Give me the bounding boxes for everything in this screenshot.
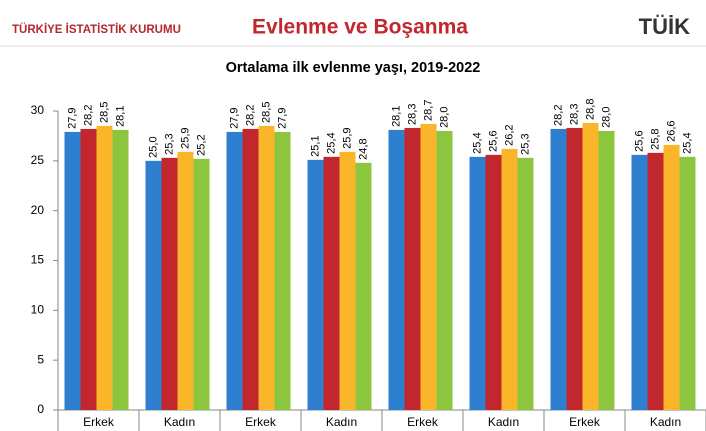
org-name: TÜRKİYE İSTATİSTİK KURUMU — [12, 23, 181, 36]
bar — [145, 160, 162, 410]
value-label: 25,3 — [163, 133, 175, 154]
bar — [258, 125, 275, 410]
bar — [355, 162, 372, 410]
bar — [161, 157, 178, 410]
value-label: 25,2 — [195, 134, 207, 155]
bar — [598, 130, 615, 410]
x-tick-label: Kadın — [326, 415, 357, 429]
bar — [80, 128, 97, 410]
bar — [307, 159, 324, 410]
value-label: 25,1 — [309, 135, 321, 156]
x-tick-label: Erkek — [245, 415, 277, 429]
bar — [420, 123, 437, 410]
value-label: 27,9 — [228, 108, 240, 129]
bar — [663, 144, 680, 411]
bar — [647, 152, 664, 411]
bar — [323, 156, 340, 410]
value-label: 28,8 — [584, 99, 596, 120]
bar — [193, 158, 210, 410]
value-label: 26,2 — [503, 124, 515, 145]
value-label: 28,0 — [600, 107, 612, 128]
x-tick-label: Erkek — [83, 415, 115, 429]
bar — [64, 131, 81, 410]
bar — [436, 130, 453, 410]
value-label: 28,1 — [114, 106, 126, 127]
value-label: 28,1 — [390, 106, 402, 127]
x-tick-label: Kadın — [164, 415, 195, 429]
value-label: 25,4 — [681, 132, 693, 153]
x-tick-label: Kadın — [650, 415, 681, 429]
x-tick-label: Erkek — [569, 415, 601, 429]
bar — [339, 151, 356, 410]
y-tick-label: 15 — [31, 253, 45, 267]
bar — [404, 127, 421, 411]
y-tick-label: 0 — [37, 402, 44, 416]
x-tick-label: Erkek — [407, 415, 439, 429]
value-label: 28,0 — [438, 107, 450, 128]
bar — [631, 154, 648, 410]
bar — [485, 154, 502, 410]
logo: TÜİK — [639, 14, 690, 39]
value-label: 28,3 — [568, 104, 580, 125]
value-label: 28,2 — [552, 105, 564, 126]
value-label: 25,8 — [649, 128, 661, 149]
value-label: 25,4 — [471, 132, 483, 153]
value-label: 25,4 — [325, 132, 337, 153]
value-label: 26,6 — [665, 120, 677, 141]
bar — [501, 148, 518, 410]
value-label: 27,9 — [66, 108, 78, 129]
value-label: 25,9 — [179, 127, 191, 148]
value-label: 24,8 — [357, 138, 369, 159]
bar — [112, 129, 129, 411]
value-label: 28,2 — [244, 105, 256, 126]
value-label: 28,7 — [422, 100, 434, 121]
value-label: 25,6 — [633, 130, 645, 151]
y-tick-label: 5 — [37, 352, 44, 366]
bar — [388, 129, 405, 411]
bar — [582, 122, 599, 411]
y-tick-label: 30 — [31, 103, 45, 117]
bar — [274, 131, 291, 410]
bar — [469, 156, 486, 410]
bar — [226, 131, 243, 410]
x-tick-label: Kadın — [488, 415, 519, 429]
y-tick-label: 10 — [31, 303, 45, 317]
value-label: 28,2 — [82, 105, 94, 126]
value-label: 27,9 — [276, 108, 288, 129]
value-label: 25,6 — [487, 130, 499, 151]
value-label: 25,9 — [341, 127, 353, 148]
y-tick-label: 20 — [31, 203, 45, 217]
bar — [177, 151, 194, 410]
chart-title: Ortalama ilk evlenme yaşı, 2019-2022 — [226, 60, 481, 76]
bar — [566, 127, 583, 411]
y-tick-label: 25 — [31, 153, 45, 167]
value-label: 28,5 — [260, 102, 272, 123]
value-label: 28,5 — [98, 102, 110, 123]
bar — [96, 125, 113, 410]
bar — [242, 128, 259, 410]
value-label: 25,3 — [519, 133, 531, 154]
page-title: Evlenme ve Boşanma — [252, 16, 468, 39]
bar — [550, 128, 567, 410]
bar — [517, 157, 534, 410]
value-label: 25,0 — [147, 136, 159, 157]
bar — [679, 156, 696, 410]
value-label: 28,3 — [406, 104, 418, 125]
